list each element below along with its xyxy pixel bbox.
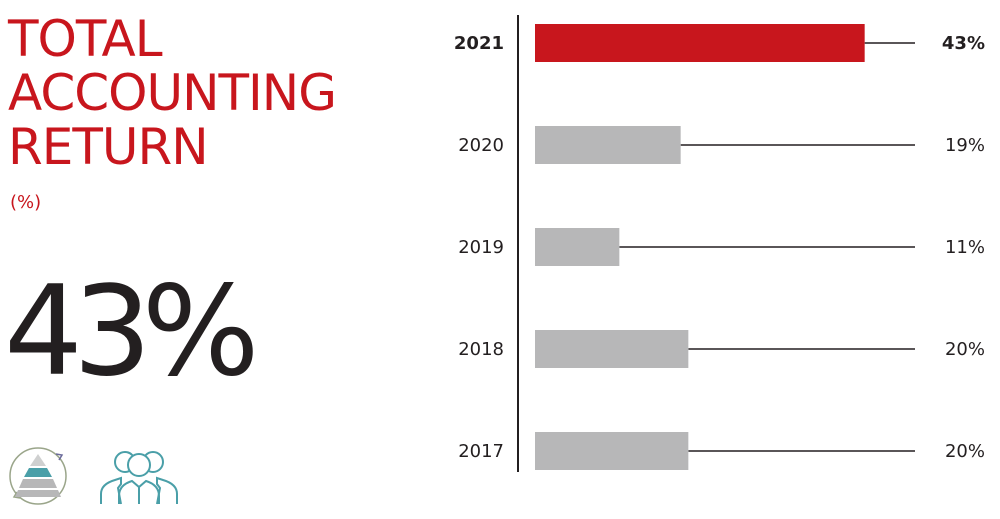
unit-label: (%) (10, 192, 42, 213)
value-label: 20% (945, 339, 985, 360)
pyramid-cycle-icon (9, 447, 67, 505)
category-label: 2019 (458, 237, 504, 258)
chart-title: TOTAL ACCOUNTING RETURN (8, 10, 337, 176)
bar-chart: 2021 43% 2020 19% 2019 11% 2018 20% 2017 20% (454, 15, 985, 472)
value-label: 19% (945, 135, 985, 156)
category-label: 2017 (458, 441, 504, 462)
value-label: 20% (945, 441, 985, 462)
value-label: 11% (945, 237, 985, 258)
value-label: 43% (942, 33, 985, 54)
bar (535, 330, 689, 368)
title-line-3: RETURN (8, 118, 209, 176)
headline-value: 43% (4, 260, 260, 404)
category-label: 2018 (458, 339, 504, 360)
bar (535, 24, 865, 62)
category-label: 2021 (454, 33, 504, 54)
people-group-icon (100, 451, 178, 505)
title-line-2: ACCOUNTING (8, 64, 337, 122)
category-label: 2020 (458, 135, 504, 156)
bar (535, 432, 689, 470)
title-line-1: TOTAL (8, 10, 163, 68)
bar (535, 126, 681, 164)
bar (535, 228, 620, 266)
